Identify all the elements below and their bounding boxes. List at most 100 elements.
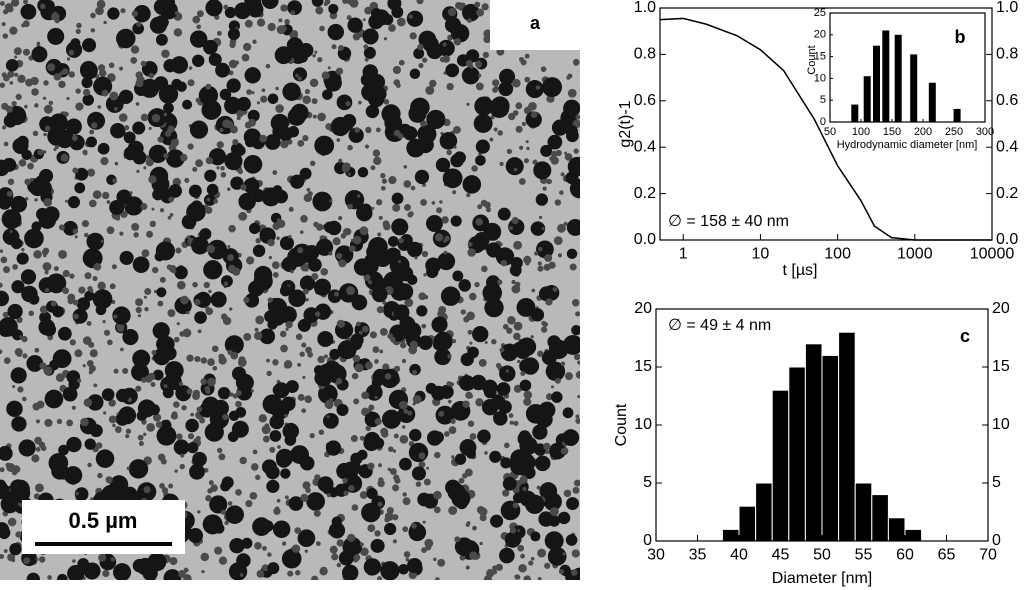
particle <box>155 33 168 46</box>
y-tick-label: 25 <box>814 7 826 19</box>
particle <box>236 390 242 396</box>
particle <box>267 297 274 303</box>
particle <box>365 126 372 134</box>
particle <box>189 120 209 139</box>
particle <box>194 298 201 306</box>
x-axis-label: t [µs] <box>783 262 818 279</box>
particle <box>39 311 51 324</box>
particle <box>530 111 538 119</box>
particle <box>66 57 71 61</box>
particle <box>244 67 261 84</box>
particle <box>302 481 311 490</box>
particle <box>207 403 222 417</box>
particle <box>156 425 177 446</box>
particle <box>267 22 276 32</box>
particle <box>0 196 12 210</box>
particle <box>297 139 305 147</box>
particle <box>143 486 151 494</box>
particle <box>423 478 431 486</box>
particle <box>100 157 109 166</box>
particle <box>287 0 302 16</box>
particle <box>388 176 397 185</box>
particle <box>213 198 219 204</box>
particle <box>401 425 406 429</box>
particle <box>3 549 8 553</box>
particle <box>364 57 369 62</box>
particle <box>33 250 42 259</box>
particle <box>495 563 503 571</box>
particle <box>108 399 116 407</box>
particle <box>174 265 188 280</box>
particle <box>273 507 281 515</box>
particle <box>377 576 382 580</box>
particle <box>179 331 185 337</box>
particle <box>450 418 456 424</box>
particle <box>135 385 142 392</box>
particle <box>520 553 525 559</box>
particle <box>197 329 202 334</box>
particle <box>144 288 152 296</box>
particle <box>468 292 477 301</box>
particle <box>44 270 49 275</box>
particle <box>435 157 451 173</box>
particle <box>505 369 509 373</box>
particle <box>453 145 457 149</box>
particle <box>74 349 83 358</box>
particle <box>30 76 39 86</box>
particle <box>48 100 54 106</box>
particle <box>338 158 343 163</box>
particle <box>423 273 427 277</box>
particle <box>12 384 16 389</box>
particle <box>42 262 52 271</box>
particle <box>314 311 321 317</box>
particle <box>82 336 92 345</box>
particle <box>305 487 311 494</box>
particle <box>97 105 102 109</box>
particle <box>538 511 554 527</box>
particle <box>330 116 350 137</box>
particle <box>196 24 202 30</box>
particle <box>474 96 494 116</box>
particle <box>173 439 190 456</box>
particle <box>411 369 418 376</box>
particle <box>170 412 178 420</box>
particle <box>482 283 503 303</box>
particle <box>122 367 129 375</box>
particle <box>309 78 319 88</box>
particle <box>353 554 361 561</box>
particle <box>482 379 498 395</box>
particle <box>399 316 416 332</box>
particle <box>95 449 115 468</box>
particle <box>208 289 212 294</box>
y-tick-label: 5 <box>820 94 826 106</box>
particle <box>359 203 372 216</box>
particle <box>145 154 150 160</box>
particle <box>290 10 296 16</box>
particle <box>509 264 522 277</box>
particle <box>453 38 462 46</box>
particle <box>103 329 111 336</box>
particle <box>71 405 76 410</box>
particle <box>89 424 103 438</box>
particle <box>162 387 174 399</box>
particle <box>83 88 91 97</box>
particle <box>21 248 25 252</box>
particle <box>0 256 8 264</box>
particle <box>372 149 381 157</box>
particle <box>403 164 408 169</box>
particle <box>410 185 416 191</box>
particle <box>220 166 225 171</box>
particle <box>402 497 411 506</box>
particle <box>188 66 193 70</box>
particle <box>366 488 378 500</box>
particle <box>541 226 545 231</box>
particle <box>361 502 381 523</box>
particle <box>489 450 502 463</box>
particle <box>255 238 261 244</box>
particle <box>376 199 383 206</box>
particle <box>228 224 236 233</box>
particle <box>345 101 351 107</box>
particle <box>521 121 527 127</box>
particle <box>73 313 79 320</box>
particle <box>13 47 22 56</box>
